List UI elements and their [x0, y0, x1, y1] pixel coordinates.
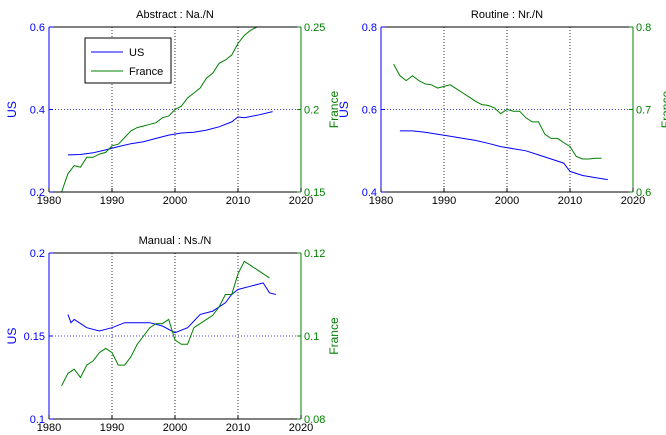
y-tick-label-left: 0.2 — [30, 248, 45, 260]
y-tick-label-right: 0.8 — [636, 22, 651, 34]
y-tick-label-left: 0.6 — [30, 22, 45, 34]
y-tick-label-right: 0.12 — [304, 248, 325, 260]
y-tick-label-left: 0.1 — [30, 414, 45, 426]
series-line-us — [399, 130, 608, 181]
chart-title: Routine : Nr./N — [471, 9, 543, 21]
y-axis-label-left: US — [5, 101, 19, 118]
legend-label: France — [129, 66, 163, 78]
x-tick-label: 2000 — [163, 422, 187, 434]
series-line-france — [61, 260, 270, 387]
y-tick-label-left: 0.2 — [30, 187, 45, 199]
x-tick-label: 1980 — [369, 195, 393, 207]
y-tick-label-right: 0.6 — [636, 187, 651, 199]
y-tick-label-right: 0.1 — [304, 331, 319, 343]
y-tick-label-right: 0.25 — [304, 22, 325, 34]
legend-label: US — [129, 47, 144, 59]
x-tick-label: 1990 — [100, 422, 124, 434]
series-line-france — [61, 26, 270, 193]
y-axis-label-right: France — [327, 317, 341, 355]
y-tick-label-left: 0.6 — [362, 105, 377, 117]
y-axis-label-right: France — [327, 91, 341, 129]
x-tick-label: 1990 — [100, 195, 124, 207]
y-tick-label-left: 0.8 — [362, 22, 377, 34]
y-tick-label-left: 0.15 — [24, 331, 45, 343]
y-tick-label-right: 0.08 — [304, 414, 325, 426]
x-tick-label: 1980 — [37, 422, 61, 434]
x-tick-label: 2000 — [495, 195, 519, 207]
x-tick-label: 1980 — [37, 195, 61, 207]
x-tick-label: 2020 — [289, 422, 313, 434]
chart-title: Manual : Ns./N — [139, 235, 212, 247]
series-line-france — [393, 63, 602, 160]
series-line-us — [67, 111, 273, 156]
x-tick-label: 2010 — [558, 195, 582, 207]
y-axis-label-left: US — [5, 328, 19, 345]
y-tick-label-right: 0.15 — [304, 187, 325, 199]
chart-panel-2: 1980 1990 2000 2010 2020 0.4 0.6 0.8 0.6 0.7 0.8 Ro… — [337, 9, 666, 207]
legend-box — [84, 37, 172, 84]
x-tick-label: 2010 — [226, 422, 250, 434]
x-tick-label: 1990 — [432, 195, 456, 207]
y-tick-label-left: 0.4 — [362, 187, 377, 199]
x-tick-label: 2020 — [289, 195, 313, 207]
y-axis-label-left: US — [337, 101, 351, 118]
series-line-us — [67, 282, 276, 334]
legend: US France — [84, 37, 172, 84]
y-axis-label-right: France — [659, 91, 666, 129]
x-tick-label: 2000 — [163, 195, 187, 207]
y-tick-label-right: 0.7 — [636, 105, 651, 117]
y-tick-label-right: 0.2 — [304, 105, 319, 117]
chart-title: Abstract : Na./N — [136, 9, 214, 21]
chart-panel-1: 1980 1990 2000 2010 2020 0.2 0.4 0.6 0.15 0.2 0.25… — [5, 9, 341, 207]
x-tick-label: 2020 — [621, 195, 645, 207]
x-tick-label: 2010 — [226, 195, 250, 207]
chart-panel-3: 1980 1990 2000 2010 2020 0.1 0.15 0.2 0.08 0.1 0.1… — [5, 235, 341, 434]
y-tick-label-left: 0.4 — [30, 105, 45, 117]
